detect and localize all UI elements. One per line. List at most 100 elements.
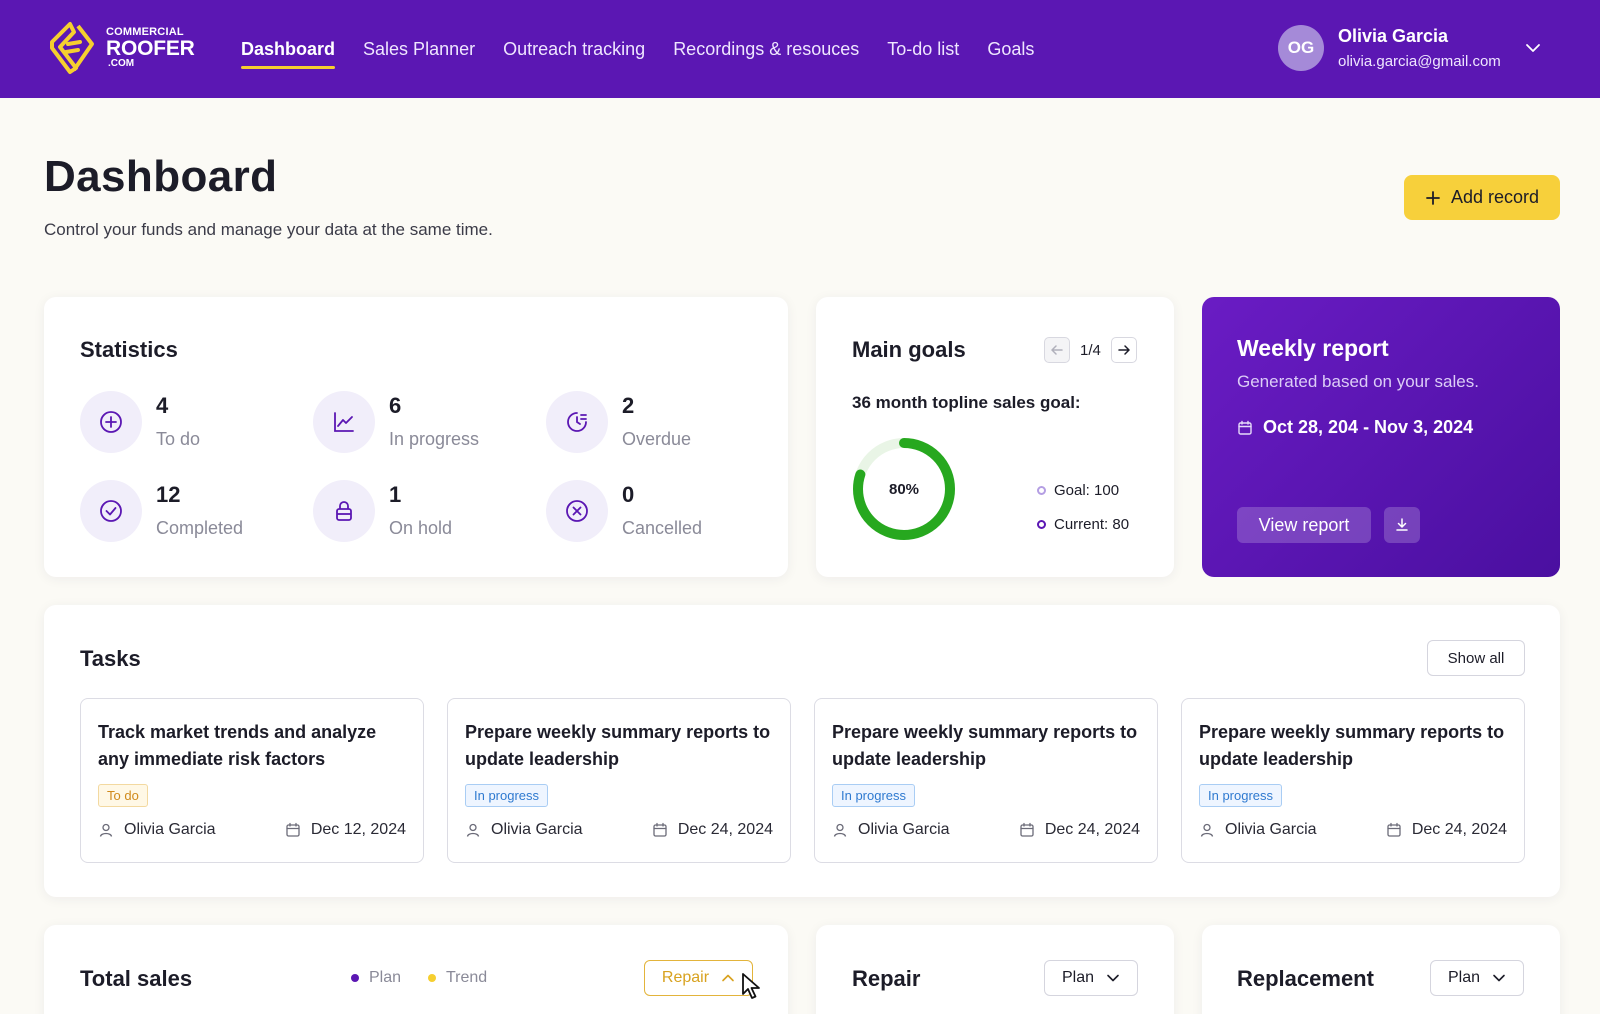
view-report-button[interactable]: View report [1237, 507, 1371, 543]
user-icon [833, 823, 847, 837]
roofer-logo-icon [50, 22, 94, 74]
show-all-button[interactable]: Show all [1427, 640, 1525, 676]
user-email: olivia.garcia@gmail.com [1338, 53, 1501, 70]
check-circle-icon [80, 480, 142, 542]
status-badge: In progress [832, 784, 916, 807]
download-report-button[interactable] [1384, 507, 1420, 543]
plan-dot [351, 974, 359, 982]
current-dot [1037, 520, 1046, 529]
repair-plan-dropdown[interactable]: Plan [1044, 960, 1138, 996]
task-card[interactable]: Prepare weekly summary reports to update… [447, 698, 791, 863]
logo-line-3: .COM [108, 58, 135, 69]
status-badge: To do [98, 784, 148, 807]
main-goals-card: Main goals 1/4 36 month topline sales go… [816, 297, 1174, 577]
goal-subtitle: 36 month topline sales goal: [852, 393, 1081, 412]
add-record-button[interactable]: Add record [1404, 175, 1560, 220]
page-subtitle: Control your funds and manage your data … [44, 220, 493, 239]
task-assignee: Olivia Garcia [1225, 821, 1317, 838]
goals-pager: 1/4 [1044, 337, 1137, 363]
top-navigation-bar: COMMERCIAL ROOFER .COM Dashboard Sales P… [0, 0, 1600, 98]
nav-todo-list[interactable]: To-do list [887, 38, 960, 59]
stat-value: 6 [389, 393, 402, 418]
task-assignee: Olivia Garcia [491, 821, 583, 838]
task-date: Dec 24, 2024 [1411, 821, 1507, 838]
goal-percent-label: 80% [889, 481, 919, 498]
stat-todo[interactable]: 4 To do [80, 391, 200, 453]
task-meta: Olivia Garcia Dec 24, 2024 [465, 821, 773, 839]
user-icon [99, 823, 113, 837]
task-assignee: Olivia Garcia [124, 821, 216, 838]
user-menu[interactable]: OG Olivia Garcia olivia.garcia@gmail.com [1278, 25, 1501, 71]
stat-value: 4 [156, 393, 169, 418]
stat-value: 1 [389, 482, 402, 507]
main-nav: Dashboard Sales Planner Outreach trackin… [241, 0, 1062, 98]
stat-completed[interactable]: 12 Completed [80, 480, 243, 542]
stat-value: 12 [156, 482, 181, 507]
user-name: Olivia Garcia [1338, 26, 1449, 46]
calendar-icon [1387, 822, 1401, 837]
chevron-down-icon [1107, 974, 1119, 982]
stat-cancelled[interactable]: 0 Cancelled [546, 480, 702, 542]
stat-on-hold[interactable]: 1 On hold [313, 480, 452, 542]
nav-goals[interactable]: Goals [987, 38, 1035, 59]
user-info: Olivia Garcia olivia.garcia@gmail.com [1338, 26, 1501, 70]
replacement-dropdown-value: Plan [1447, 969, 1481, 986]
status-badge: In progress [465, 784, 549, 807]
repair-dropdown-value: Plan [1061, 969, 1095, 986]
replacement-title: Replacement [1237, 966, 1374, 991]
nav-sales-planner[interactable]: Sales Planner [363, 38, 476, 59]
logo[interactable]: COMMERCIAL ROOFER .COM [44, 20, 195, 76]
category-dropdown[interactable]: Repair [644, 960, 753, 996]
goal-legend-current: Current: 80 [1037, 516, 1129, 533]
goals-page-indicator: 1/4 [1080, 341, 1101, 359]
calendar-icon [1238, 420, 1252, 435]
lock-icon [313, 480, 375, 542]
task-card[interactable]: Prepare weekly summary reports to update… [1181, 698, 1525, 863]
task-card[interactable]: Track market trends and analyze any imme… [80, 698, 424, 863]
goal-text: Goal: 100 [1054, 482, 1120, 499]
avatar[interactable]: OG [1278, 25, 1324, 71]
logo-line-2: ROOFER [106, 37, 195, 60]
weekly-date-range: Oct 28, 204 - Nov 3, 2024 [1263, 417, 1474, 437]
nav-dashboard[interactable]: Dashboard [241, 38, 336, 69]
nav-recordings-resources[interactable]: Recordings & resouces [673, 38, 860, 59]
task-card[interactable]: Prepare weekly summary reports to update… [814, 698, 1158, 863]
mouse-pointer-icon [742, 973, 760, 999]
task-title: Prepare weekly summary reports to update… [832, 722, 1138, 769]
clock-icon [546, 391, 608, 453]
goal-progress-arc [853, 438, 955, 540]
replacement-plan-dropdown[interactable]: Plan [1430, 960, 1524, 996]
prev-goal-button[interactable] [1044, 337, 1070, 363]
task-meta: Olivia Garcia Dec 24, 2024 [1199, 821, 1507, 839]
next-goal-button[interactable] [1110, 337, 1137, 363]
chevron-down-icon[interactable] [1525, 40, 1541, 56]
task-meta: Olivia Garcia Dec 12, 2024 [98, 821, 406, 839]
weekly-report-subtitle: Generated based on your sales. [1237, 372, 1479, 391]
nav-outreach-tracking[interactable]: Outreach tracking [503, 38, 646, 59]
legend-plan: Plan [351, 969, 401, 987]
trend-dot [428, 974, 436, 982]
total-sales-title: Total sales [80, 966, 193, 991]
add-record-label: Add record [1450, 187, 1540, 207]
main-goals-title: Main goals [852, 337, 966, 362]
plus-circle-icon [80, 391, 142, 453]
statistics-title: Statistics [80, 337, 178, 362]
current-text: Current: 80 [1054, 516, 1130, 533]
goal-dot [1037, 486, 1046, 495]
calendar-icon [653, 822, 667, 837]
user-icon [1200, 823, 1214, 837]
task-date: Dec 24, 2024 [1044, 821, 1140, 838]
stat-label: On hold [389, 518, 453, 538]
chevron-up-icon [722, 974, 734, 982]
task-date: Dec 24, 2024 [677, 821, 773, 838]
task-meta: Olivia Garcia Dec 24, 2024 [832, 821, 1140, 839]
task-assignee: Olivia Garcia [858, 821, 950, 838]
stat-label: In progress [389, 429, 480, 449]
logo-line-1: COMMERCIAL [106, 26, 184, 38]
plus-icon [1426, 190, 1440, 205]
stat-in-progress[interactable]: 6 In progress [313, 391, 479, 453]
task-title: Track market trends and analyze any imme… [98, 722, 377, 769]
stat-overdue[interactable]: 2 Overdue [546, 391, 691, 453]
download-icon [1396, 518, 1408, 531]
stat-label: Overdue [622, 429, 692, 449]
